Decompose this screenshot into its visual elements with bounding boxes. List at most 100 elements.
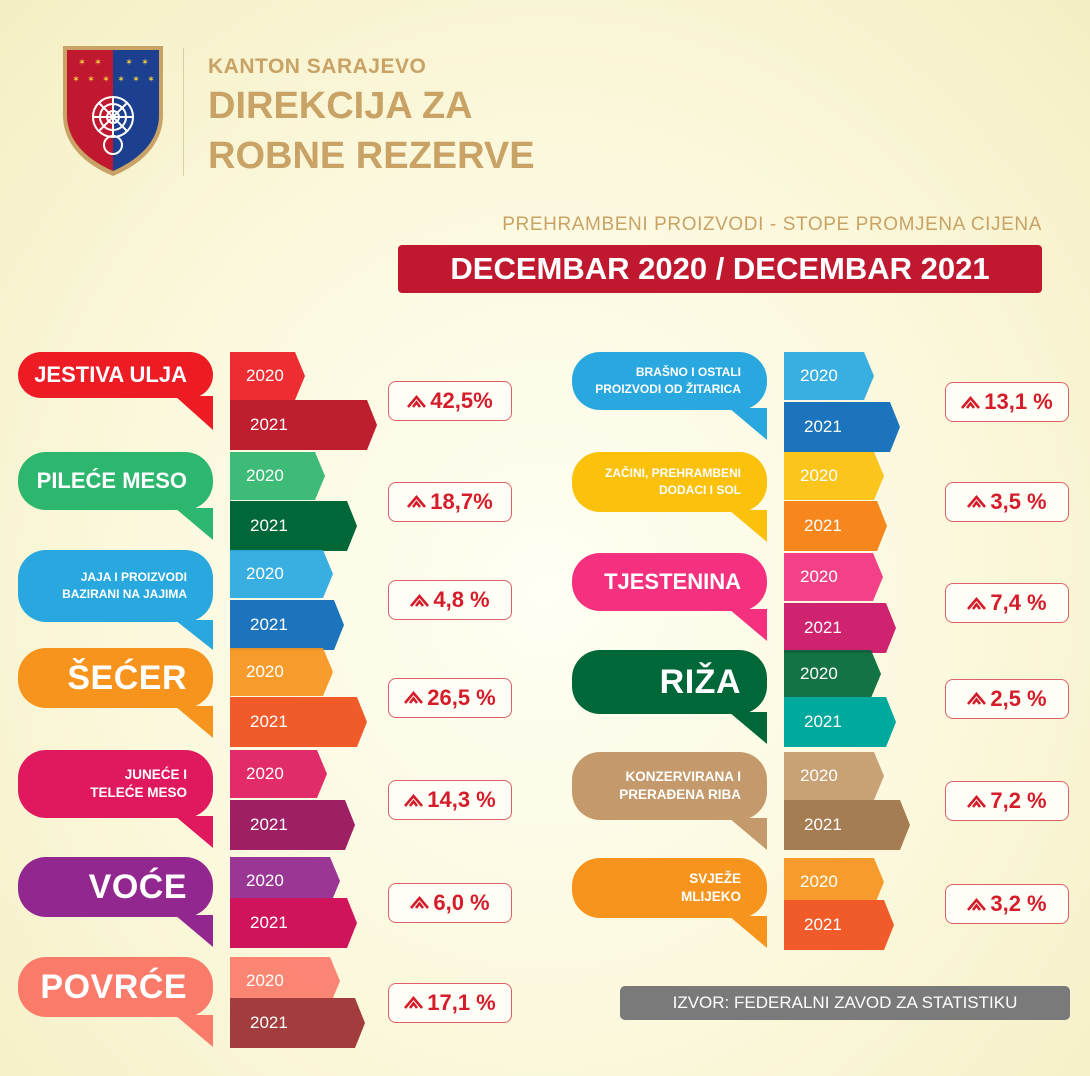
change-value: 26,5 % (427, 684, 496, 710)
arrow-up-icon (967, 794, 987, 808)
bar-2021: 2021 (784, 900, 894, 950)
bar-2020: 2020 (230, 648, 333, 696)
bar-2020: 2020 (230, 750, 327, 798)
category-label-line: DODACI I SOL (658, 483, 741, 497)
arrow-up-icon (410, 593, 430, 607)
change-value: 18,7% (430, 488, 493, 514)
change-value: 17,1 % (427, 989, 496, 1015)
arrow-up-icon (967, 596, 987, 610)
change-badge: 18,7% (388, 481, 512, 522)
arrow-up-icon (404, 793, 424, 807)
bar-2020: 2020 (784, 752, 884, 800)
category-label-line: TJESTENINA (604, 569, 741, 594)
category-label-text: VOĆE (89, 868, 187, 907)
bar-2020: 2020 (784, 553, 883, 601)
org-name: KANTON SARAJEVO (208, 55, 427, 78)
bar-2020: 2020 (784, 352, 874, 400)
change-value: 2,5 % (990, 685, 1047, 711)
category-label: PILEĆE MESO (18, 452, 213, 510)
category-label-line: ŠEĆER (67, 658, 187, 697)
bubble-tail (175, 816, 213, 848)
bar-2021: 2021 (784, 501, 887, 551)
category-label-text: JAJA I PROIZVODI BAZIRANI NA JAJIMA (62, 569, 187, 603)
change-value: 6,0 % (433, 889, 490, 915)
category-label-line: POVRĆE (40, 967, 187, 1006)
category-label-line: PRERAĐENA RIBA (619, 787, 741, 802)
category-label-text: RIŽA (660, 663, 741, 702)
category-label: RIŽA (572, 650, 767, 714)
bar-2021: 2021 (784, 603, 896, 653)
bar-2021: 2021 (784, 402, 900, 452)
change-badge: 2,5 % (945, 678, 1069, 719)
bar-2021: 2021 (230, 501, 357, 551)
category-label-text: TJESTENINA (604, 569, 741, 595)
change-badge: 3,5 % (945, 481, 1069, 522)
bar-2020: 2020 (784, 858, 884, 906)
category-label: ŠEĆER (18, 648, 213, 708)
category-label: ZAČINI, PREHRAMBENI DODACI I SOL (572, 452, 767, 512)
category-label: SVJEŽE MLIJEKO (572, 858, 767, 918)
category-label-line: MLIJEKO (680, 889, 741, 904)
change-value: 4,8 % (433, 587, 490, 612)
arrow-up-icon (404, 996, 424, 1009)
category-label-line: PROIZVODI OD ŽITARICA (595, 382, 741, 396)
bubble-tail (729, 916, 767, 948)
category-label-line: BAZIRANI NA JAJIMA (62, 587, 187, 601)
arrow-up-icon (407, 394, 427, 408)
bubble-tail (729, 818, 767, 850)
coat-of-arms-logo: ✶ ✶ ✶ ✶ ✶ ✶ ✶ ✶ ✶ ✶ (63, 46, 163, 176)
change-badge: 4,8 % (388, 580, 512, 620)
arrow-up-icon (967, 495, 987, 508)
bar-2020: 2020 (230, 352, 305, 400)
category-label: JAJA I PROIZVODI BAZIRANI NA JAJIMA (18, 550, 213, 622)
source-note: IZVOR: FEDERALNI ZAVOD ZA STATISTIKU (620, 986, 1070, 1020)
svg-text:✶: ✶ (125, 58, 133, 68)
change-badge: 3,2 % (945, 884, 1069, 924)
svg-text:✶: ✶ (94, 58, 102, 68)
svg-text:✶: ✶ (72, 75, 80, 85)
svg-text:✶: ✶ (87, 75, 95, 85)
chart-subtitle: PREHRAMBENI PROIZVODI - STOPE PROMJENA C… (502, 214, 1042, 235)
category-label-text: ZAČINI, PREHRAMBENI DODACI I SOL (605, 465, 741, 499)
category-label-text: SVJEŽE MLIJEKO (681, 870, 741, 906)
change-badge: 13,1 % (945, 382, 1069, 422)
svg-text:✶: ✶ (117, 75, 125, 85)
category-label-text: BRAŠNO I OSTALI PROIZVODI OD ŽITARICA (595, 364, 741, 398)
bar-2021: 2021 (230, 898, 357, 948)
arrow-up-icon (967, 897, 987, 911)
bubble-tail (175, 915, 213, 947)
category-label-text: PILEĆE MESO (37, 468, 187, 494)
svg-text:✶: ✶ (132, 75, 140, 85)
svg-text:✶: ✶ (147, 75, 155, 85)
bar-2021: 2021 (230, 998, 365, 1048)
bar-2020: 2020 (784, 452, 884, 500)
category-label: JESTIVA ULJA (18, 352, 213, 398)
category-label-line: RIŽA (659, 662, 741, 701)
change-value: 3,2 % (990, 891, 1047, 916)
category-label: KONZERVIRANA I PRERAĐENA RIBA (572, 752, 767, 820)
bar-2020: 2020 (784, 650, 881, 698)
category-label: POVRĆE (18, 957, 213, 1017)
change-badge: 6,0 % (388, 882, 512, 923)
bar-2021: 2021 (230, 600, 344, 650)
period-banner: DECEMBAR 2020 / DECEMBAR 2021 (398, 245, 1042, 293)
category-label: VOĆE (18, 857, 213, 917)
bar-2021: 2021 (230, 800, 355, 850)
category-label-text: KONZERVIRANA I PRERAĐENA RIBA (619, 768, 741, 804)
category-label-line: ZAČINI, PREHRAMBENI (604, 466, 741, 480)
category-label-line: JESTIVA ULJA (34, 362, 187, 387)
arrow-up-icon (404, 691, 424, 704)
change-badge: 26,5 % (388, 677, 512, 718)
bar-2021: 2021 (230, 697, 367, 747)
svg-text:✶: ✶ (102, 75, 110, 85)
bubble-tail (175, 396, 213, 430)
change-value: 7,4 % (990, 590, 1047, 615)
bar-2020: 2020 (230, 550, 333, 598)
category-label: JUNEĆE I TELEĆE MESO (18, 750, 213, 818)
change-value: 3,5 % (990, 488, 1047, 514)
bubble-tail (175, 1015, 213, 1047)
category-label-line: BRAŠNO I OSTALI (635, 365, 741, 379)
category-label-line: PILEĆE MESO (36, 468, 187, 493)
bar-2020: 2020 (230, 857, 340, 905)
svg-text:✶: ✶ (78, 58, 86, 68)
